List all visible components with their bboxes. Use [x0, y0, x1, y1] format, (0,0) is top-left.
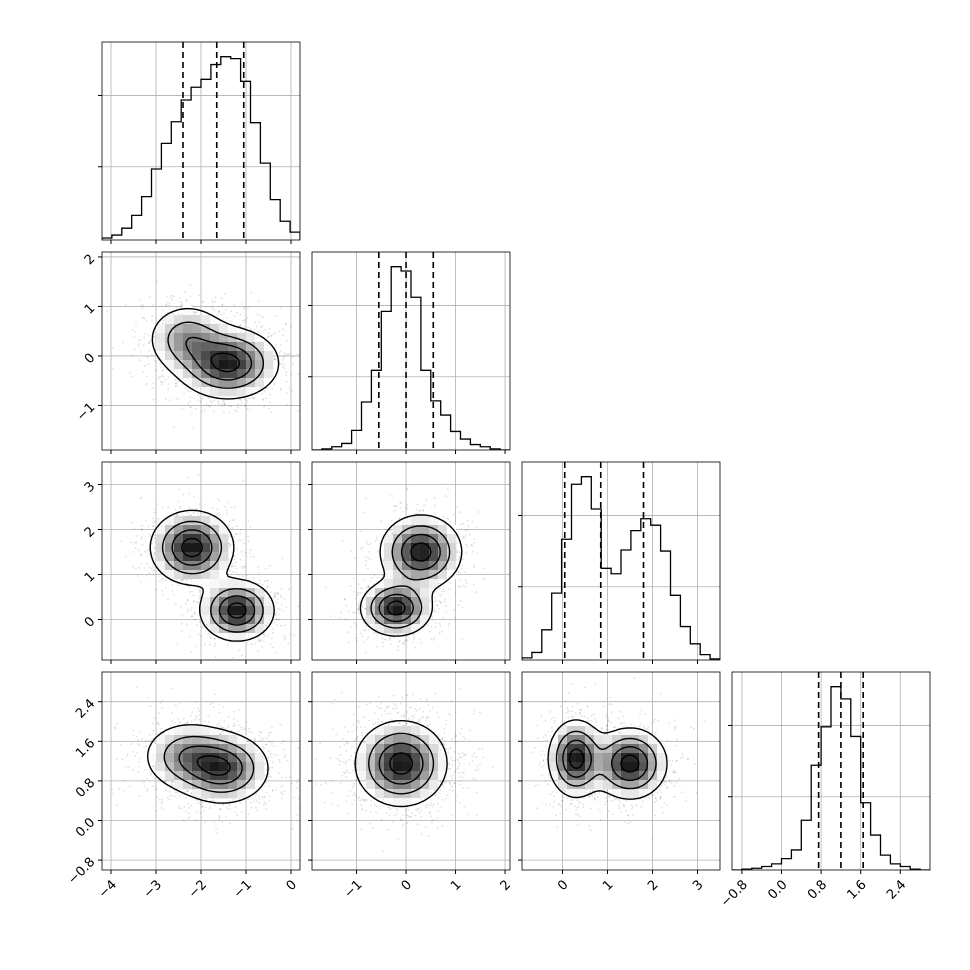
density-contour: [185, 336, 253, 381]
panel-frame: [521, 461, 721, 661]
x-tick-label: 0: [399, 877, 415, 893]
x-tick-label: 2: [498, 877, 514, 893]
y-tick-label: −1: [74, 400, 98, 424]
panel-frame: [311, 671, 511, 871]
density-contour: [163, 735, 255, 793]
x-tick-label: −0.8: [718, 877, 751, 910]
density-contour: [555, 730, 657, 790]
y-tick-label: 1.6: [73, 736, 98, 761]
panel-content: [312, 462, 510, 660]
histogram-step: [312, 266, 510, 450]
x-tick-label: 1.6: [845, 877, 870, 902]
panel-content: [312, 672, 510, 870]
y-tick-label: 2: [82, 252, 98, 268]
x-tick-label: 2: [645, 877, 661, 893]
x-tick-label: 0.8: [805, 877, 830, 902]
panel-content: [102, 672, 300, 870]
histogram-panel-2: [518, 461, 721, 664]
density-contour: [151, 308, 280, 400]
density-contour: [568, 748, 640, 773]
x-tick-label: −2: [186, 877, 210, 901]
histogram-panel-3: [728, 671, 931, 874]
x-tick-label: 0: [284, 877, 300, 893]
histogram-step: [522, 476, 720, 660]
density-contour: [149, 509, 275, 642]
density-contour: [161, 520, 264, 633]
x-tick-label: 2.4: [884, 877, 909, 902]
density-contour: [389, 752, 413, 775]
panel-frame: [311, 251, 511, 451]
density-cells: [156, 306, 274, 397]
density-cells: [156, 516, 274, 643]
panel-frame: [311, 461, 511, 661]
histogram-step: [732, 686, 930, 870]
x-tick-label: 1: [600, 877, 616, 893]
y-tick-label: 0: [82, 351, 98, 367]
x-tick-label: −1: [341, 877, 365, 901]
density-contour: [181, 537, 247, 619]
x-tick-label: −4: [96, 877, 120, 901]
density-contour: [210, 352, 241, 373]
panel-frame: [731, 671, 931, 871]
y-tick-label: −0.8: [65, 855, 98, 888]
y-tick-label: 2: [82, 524, 98, 540]
density-contour: [368, 732, 435, 795]
density-contour: [547, 719, 668, 800]
panel-content: [102, 252, 300, 450]
scatter-panel-0-1: [98, 251, 301, 454]
scatter-panel-2-3: [518, 671, 721, 874]
scatter-panel-1-2: [308, 461, 511, 664]
x-tick-label: −1: [231, 877, 255, 901]
histogram-panel-1: [308, 251, 511, 454]
density-contour: [171, 529, 256, 626]
panel-content: [102, 462, 300, 660]
x-tick-label: 0: [555, 877, 571, 893]
y-tick-label: 0.8: [73, 776, 98, 801]
y-tick-label: 0.0: [73, 815, 98, 840]
density-contour: [147, 724, 269, 804]
density-contour: [386, 542, 432, 616]
density-contour: [378, 533, 441, 623]
density-contour: [196, 755, 231, 776]
y-tick-label: 1: [82, 569, 98, 585]
density-contour: [370, 525, 451, 629]
y-tick-label: 1: [82, 301, 98, 317]
y-tick-label: 2.4: [73, 696, 98, 721]
scatter-panel-0-3: [98, 671, 301, 874]
panel-content: [522, 672, 720, 870]
density-contour: [354, 720, 448, 808]
density-contour: [562, 739, 649, 782]
scatter-panel-1-3: [308, 671, 511, 874]
density-contour: [378, 742, 424, 785]
density-cells: [147, 726, 265, 799]
panel-frame: [521, 671, 721, 871]
scatter-panel-0-2: [98, 461, 301, 664]
density-contour: [178, 745, 243, 785]
density-contour: [167, 321, 265, 389]
histogram-panel-0: [98, 41, 301, 244]
x-tick-label: 1: [448, 877, 464, 893]
x-tick-label: 0.0: [765, 877, 790, 902]
y-tick-label: 0: [82, 614, 98, 630]
histogram-step: [102, 56, 300, 240]
x-tick-label: 3: [690, 877, 706, 893]
density-contour: [359, 514, 463, 637]
x-tick-label: −3: [141, 877, 165, 901]
y-tick-label: 3: [82, 479, 98, 495]
